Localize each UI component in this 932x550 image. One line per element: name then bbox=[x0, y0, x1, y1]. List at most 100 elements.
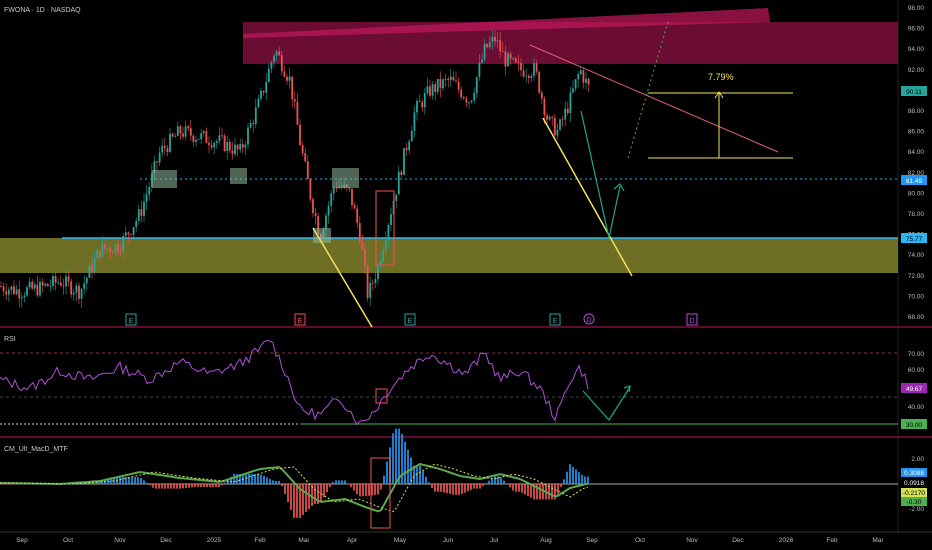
candle-body bbox=[20, 297, 23, 299]
macd-histogram-bar bbox=[188, 484, 190, 488]
macd-histogram-bar bbox=[482, 484, 484, 486]
candle-body bbox=[465, 98, 468, 103]
macd-histogram-bar bbox=[113, 477, 115, 484]
macd-highlight-box[interactable] bbox=[370, 457, 391, 529]
yellow-trendline[interactable] bbox=[312, 227, 373, 328]
price-axis: 98.0096.0094.0092.0090.0088.0086.0084.00… bbox=[908, 5, 925, 321]
macd-tick: 2.00 bbox=[911, 456, 924, 463]
macd-histogram-bar bbox=[158, 484, 160, 489]
macd-histogram-bar bbox=[485, 483, 487, 484]
candle-body bbox=[205, 131, 208, 143]
macd-histogram-bar bbox=[248, 473, 250, 484]
macd-histogram-bar bbox=[539, 484, 541, 500]
macd-histogram-bar bbox=[533, 484, 535, 500]
candle-body bbox=[356, 208, 359, 224]
candle-body bbox=[135, 220, 138, 228]
candle-body bbox=[512, 58, 515, 60]
candle-body bbox=[62, 285, 65, 287]
macd-histogram-bar bbox=[584, 476, 586, 484]
macd-histogram-bar bbox=[311, 484, 313, 506]
candle-body bbox=[587, 78, 590, 85]
candle-body bbox=[382, 249, 385, 262]
dividend-marker[interactable] bbox=[583, 313, 595, 325]
macd-histogram-bar bbox=[380, 484, 382, 490]
earnings-marker[interactable] bbox=[294, 313, 306, 326]
time-tick: Dec bbox=[732, 537, 744, 544]
candle-body bbox=[483, 43, 486, 60]
descending-trendline[interactable] bbox=[529, 44, 779, 153]
candle-body bbox=[257, 98, 260, 108]
dividend-marker[interactable] bbox=[686, 313, 698, 326]
macd-histogram-bar bbox=[506, 484, 508, 485]
candle-body bbox=[572, 88, 574, 93]
candle-body bbox=[57, 282, 60, 284]
highlight-box[interactable] bbox=[375, 190, 395, 266]
candle-body bbox=[65, 276, 67, 287]
candle-body bbox=[15, 289, 18, 295]
macd-histogram-bar bbox=[353, 484, 355, 491]
rsi-tick: 40.00 bbox=[908, 404, 925, 411]
macd-histogram-bar bbox=[479, 484, 481, 489]
macd-histogram-bar bbox=[383, 475, 385, 484]
candle-body bbox=[436, 78, 439, 92]
macd-histogram-bar bbox=[149, 484, 151, 486]
macd-histogram-bar bbox=[11, 484, 13, 485]
macd-histogram-bar bbox=[449, 484, 451, 494]
macd-histogram-bar bbox=[494, 476, 496, 484]
macd-histogram-bar bbox=[245, 473, 247, 484]
earnings-marker[interactable] bbox=[404, 313, 416, 326]
symbol-title: FWONA · 1D · NASDAQ bbox=[4, 7, 81, 14]
candle-body bbox=[158, 152, 161, 163]
macd-badge-label: 0.0918 bbox=[904, 480, 924, 487]
macd-histogram-bar bbox=[467, 484, 469, 492]
candle-body bbox=[366, 265, 369, 298]
candle-body bbox=[426, 86, 429, 94]
candle-body bbox=[10, 286, 13, 290]
candle-body bbox=[72, 292, 75, 295]
support-zone[interactable] bbox=[0, 238, 898, 273]
candle-body bbox=[449, 76, 452, 81]
rsi-tick: 60.00 bbox=[908, 367, 925, 374]
macd-histogram-bar bbox=[542, 484, 544, 500]
candle-body bbox=[119, 251, 122, 253]
candle-body bbox=[275, 51, 278, 56]
consolidation-box[interactable] bbox=[332, 168, 359, 188]
macd-histogram-bar bbox=[101, 481, 103, 484]
level-badge bbox=[901, 233, 927, 243]
macd-histogram-bar bbox=[566, 471, 568, 484]
time-tick: Mar bbox=[298, 537, 310, 544]
rsi-highlight-box[interactable] bbox=[375, 388, 388, 404]
earnings-marker[interactable] bbox=[549, 313, 561, 326]
dotted-projection[interactable] bbox=[627, 21, 669, 159]
candle-body bbox=[33, 284, 36, 289]
candle-body bbox=[179, 126, 182, 134]
yellow-trendline[interactable] bbox=[542, 117, 633, 277]
macd-histogram-bar bbox=[230, 476, 232, 484]
projection-arrow[interactable] bbox=[580, 110, 621, 239]
earnings-marker[interactable] bbox=[125, 313, 137, 326]
consolidation-box[interactable] bbox=[313, 228, 331, 243]
candle-body bbox=[462, 97, 465, 99]
candle-body bbox=[252, 123, 255, 125]
rising-channel-band[interactable] bbox=[243, 8, 770, 38]
macd-histogram-bar bbox=[257, 473, 259, 484]
candle-body bbox=[117, 244, 119, 252]
macd-title: CM_Ult_MacD_MTF bbox=[4, 446, 68, 453]
consolidation-box[interactable] bbox=[230, 168, 247, 184]
candle-body bbox=[317, 215, 320, 234]
rsi-projection-arrow[interactable] bbox=[582, 386, 631, 421]
candle-body bbox=[171, 133, 174, 137]
macd-histogram-bar bbox=[206, 484, 208, 488]
candle-body bbox=[509, 53, 512, 59]
consolidation-box[interactable] bbox=[152, 170, 177, 188]
macd-histogram-bar bbox=[215, 484, 217, 488]
candle-body bbox=[85, 277, 88, 284]
candle-body bbox=[434, 84, 437, 92]
resistance-zone[interactable] bbox=[243, 22, 898, 64]
macd-histogram-bar bbox=[233, 473, 235, 484]
candle-body bbox=[439, 78, 442, 89]
candle-body bbox=[7, 289, 10, 295]
macd-histogram-bar bbox=[581, 474, 583, 484]
candle-body bbox=[543, 98, 546, 116]
macd-histogram-bar bbox=[182, 484, 184, 489]
